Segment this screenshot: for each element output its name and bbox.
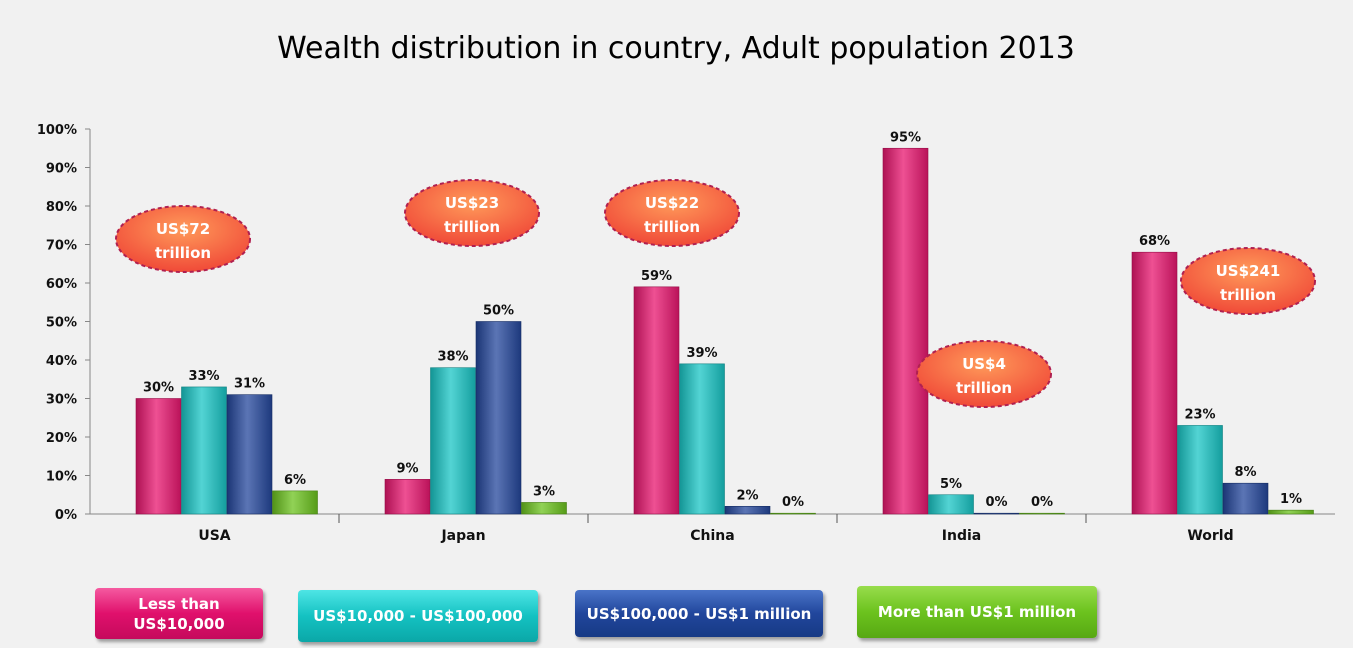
y-tick-label: 100% — [37, 123, 77, 138]
bar — [475, 321, 522, 515]
y-tick-label: 60% — [46, 277, 77, 292]
bar-value-label: 33% — [188, 369, 219, 384]
y-tick-label: 80% — [46, 200, 77, 215]
legend-label-line: US$10,000 — [133, 614, 225, 633]
annotation-label: US$72 — [156, 220, 210, 238]
bar-value-label: 31% — [234, 377, 265, 392]
bar-value-label: 95% — [890, 130, 921, 145]
y-tick-label: 90% — [46, 162, 77, 177]
bar-value-label: 23% — [1184, 407, 1215, 422]
annotation-label: trillion — [956, 379, 1012, 397]
bar-value-label: 68% — [1139, 234, 1170, 249]
legend-label-line: Less than — [138, 594, 220, 613]
annotation-ellipse — [604, 179, 740, 247]
bar-value-label: 5% — [940, 477, 962, 492]
bar — [770, 512, 816, 515]
bar — [272, 490, 318, 515]
x-tick-label: World — [1187, 528, 1233, 544]
annotation-label: US$4 — [962, 355, 1006, 373]
legend-label: US$10,000 - US$100,000 — [313, 607, 523, 625]
x-tick-label: India — [942, 528, 981, 544]
bar — [1019, 512, 1065, 515]
y-tick-label: 70% — [46, 239, 77, 254]
annotation-label: trillion — [644, 218, 700, 236]
bar-value-label: 1% — [1280, 492, 1302, 507]
bar — [1222, 482, 1269, 515]
annotation-label: trillion — [444, 218, 500, 236]
y-tick-label: 0% — [55, 508, 77, 523]
x-tick-label: USA — [198, 528, 230, 544]
bar — [928, 494, 974, 515]
bar-value-label: 39% — [686, 346, 717, 361]
annotation-label: US$23 — [445, 194, 499, 212]
annotation-bubble: US$4 trillion — [916, 340, 1052, 408]
annotation-ellipse — [916, 340, 1052, 408]
bar-value-label: 0% — [985, 495, 1007, 510]
y-tick-label: 40% — [46, 354, 77, 369]
bar — [882, 147, 929, 515]
annotation-label: US$241 — [1216, 262, 1281, 280]
y-tick-label: 20% — [46, 431, 77, 446]
annotation-bubble: US$22 trillion — [604, 179, 740, 247]
annotation-bubble: US$72 trillion — [115, 205, 251, 273]
annotation-label: trillion — [155, 244, 211, 262]
bar-value-label: 3% — [533, 484, 555, 499]
bar — [1268, 509, 1314, 515]
y-tick-label: 30% — [46, 393, 77, 408]
bar-value-label: 38% — [437, 350, 468, 365]
bar — [521, 502, 567, 515]
annotation-label: trillion — [1220, 286, 1276, 304]
bar-value-label: 50% — [483, 304, 514, 319]
bar-value-label: 0% — [782, 495, 804, 510]
chart-title: Wealth distribution in country, Adult po… — [277, 31, 1075, 66]
legend-item-more-than-1-million[interactable]: More than US$1 million — [857, 586, 1097, 638]
bar-value-label: 9% — [396, 461, 418, 476]
annotation-ellipse — [404, 179, 540, 247]
legend-item-less-than-10000[interactable]: Less than US$10,000 — [95, 588, 263, 639]
bar-value-label: 30% — [143, 381, 174, 396]
bar — [1177, 425, 1223, 515]
bar — [384, 479, 431, 515]
bar — [430, 367, 476, 515]
bar — [724, 505, 771, 515]
bar-value-label: 0% — [1031, 495, 1053, 510]
bar — [1131, 251, 1178, 515]
annotation-ellipse — [1180, 247, 1316, 315]
bar — [633, 286, 680, 515]
bar-value-label: 59% — [641, 269, 672, 284]
legend-item-100000-to-1-million[interactable]: US$100,000 - US$1 million — [575, 590, 823, 637]
bar — [226, 394, 273, 515]
legend-item-10000-to-100000[interactable]: US$10,000 - US$100,000 — [298, 590, 538, 642]
bar-value-label: 6% — [284, 473, 306, 488]
legend-label: US$100,000 - US$1 million — [586, 604, 812, 623]
x-tick-label: Japan — [440, 528, 485, 544]
legend-label: Less than US$10,000 — [133, 594, 224, 634]
legend-label: More than US$1 million — [877, 603, 1077, 621]
y-tick-label: 10% — [46, 470, 77, 485]
bar — [679, 363, 725, 515]
annotation-bubble: US$23 trillion — [404, 179, 540, 247]
annotation-ellipse — [115, 205, 251, 273]
y-tick-label: 50% — [46, 316, 77, 331]
bar — [181, 386, 227, 515]
annotation-label: US$22 — [645, 194, 699, 212]
annotation-bubble: US$241 trillion — [1180, 247, 1316, 315]
bar — [135, 398, 182, 515]
x-tick-label: China — [690, 528, 734, 544]
bar-value-label: 8% — [1234, 465, 1256, 480]
bar-value-label: 2% — [736, 488, 758, 503]
bar — [973, 512, 1020, 515]
